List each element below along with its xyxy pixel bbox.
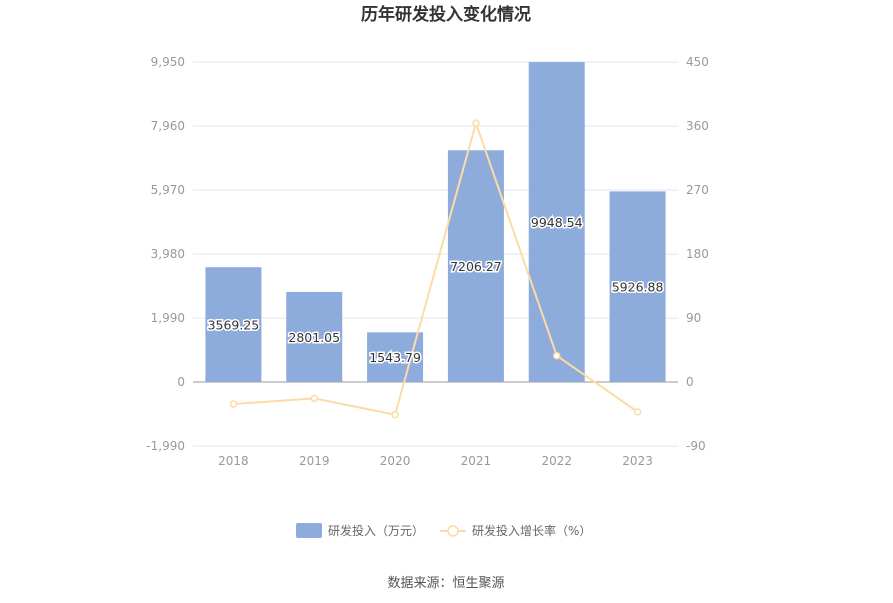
grid-lines [193, 61, 678, 447]
x-tick-label: 2020 [380, 454, 411, 468]
legend-label: 研发投入（万元） [328, 523, 424, 538]
y-left-tick-label: 9,950 [151, 55, 185, 69]
y-right-tick-label: 90 [686, 311, 701, 325]
growth-point-2018 [229, 400, 238, 408]
y-left-tick-label: -1,990 [146, 439, 185, 453]
chart-title: 历年研发投入变化情况 [361, 4, 531, 25]
y-right-tick-label: 270 [686, 183, 709, 197]
y-left-tick-label: 3,980 [151, 247, 185, 261]
legend-item-growth-rate[interactable]: 研发投入增长率（%） [440, 523, 591, 538]
y-axis-left: -1,990 0 1,990 3,980 5,970 7,960 9,950 [146, 55, 185, 453]
legend[interactable]: 研发投入（万元） 研发投入增长率（%） [296, 523, 591, 538]
y-left-tick-label: 5,970 [151, 183, 185, 197]
bar-2022 [528, 62, 585, 382]
y-right-tick-label: 360 [686, 119, 709, 133]
x-tick-label: 2019 [299, 454, 330, 468]
bar-label-2020: 1543.79 [369, 350, 421, 365]
bar-label-2021: 7206.27 [450, 259, 502, 274]
y-right-tick-label: 450 [686, 55, 709, 69]
legend-item-rd-investment[interactable]: 研发投入（万元） [296, 523, 424, 538]
growth-point-2019 [310, 394, 318, 403]
data-source: 数据来源：恒生聚源 [387, 576, 504, 591]
bar-2019 [286, 291, 343, 382]
bar-series [205, 62, 666, 382]
legend-bar-swatch [296, 523, 322, 538]
y-right-tick-label: -90 [686, 439, 706, 453]
x-tick-label: 2018 [218, 454, 249, 468]
x-tick-label: 2021 [461, 454, 492, 468]
x-axis: 2018 2019 2020 2021 2022 2023 [218, 454, 653, 468]
y-left-tick-label: 0 [177, 375, 185, 389]
y-right-tick-label: 0 [686, 375, 694, 389]
bar-label-2019: 2801.05 [288, 330, 340, 345]
growth-point-2020 [391, 410, 399, 419]
growth-point-2023 [633, 408, 642, 416]
growth-point-2021 [472, 119, 480, 127]
y-right-tick-label: 180 [686, 247, 709, 261]
y-axis-right: -90 0 90 180 270 360 450 [686, 55, 709, 453]
x-tick-label: 2023 [622, 454, 653, 468]
y-left-tick-label: 7,960 [151, 119, 185, 133]
y-left-tick-label: 1,990 [151, 311, 185, 325]
growth-rate-line [233, 119, 639, 416]
bar-2018 [205, 267, 262, 382]
line-series [229, 119, 642, 419]
bar-2023 [609, 191, 666, 382]
bar-2020 [367, 332, 424, 382]
legend-line-marker [447, 525, 459, 537]
bar-data-labels: 3569.25 2801.05 1543.79 7206.27 9948.54 5926.… [206, 214, 665, 367]
x-tick-label: 2022 [541, 454, 572, 468]
bar-label-2022: 9948.54 [531, 215, 583, 230]
growth-point-2022 [553, 351, 561, 360]
bar-label-2023: 5926.88 [612, 280, 664, 295]
legend-label: 研发投入增长率（%） [472, 523, 591, 538]
bar-label-2018: 3569.25 [208, 318, 260, 333]
